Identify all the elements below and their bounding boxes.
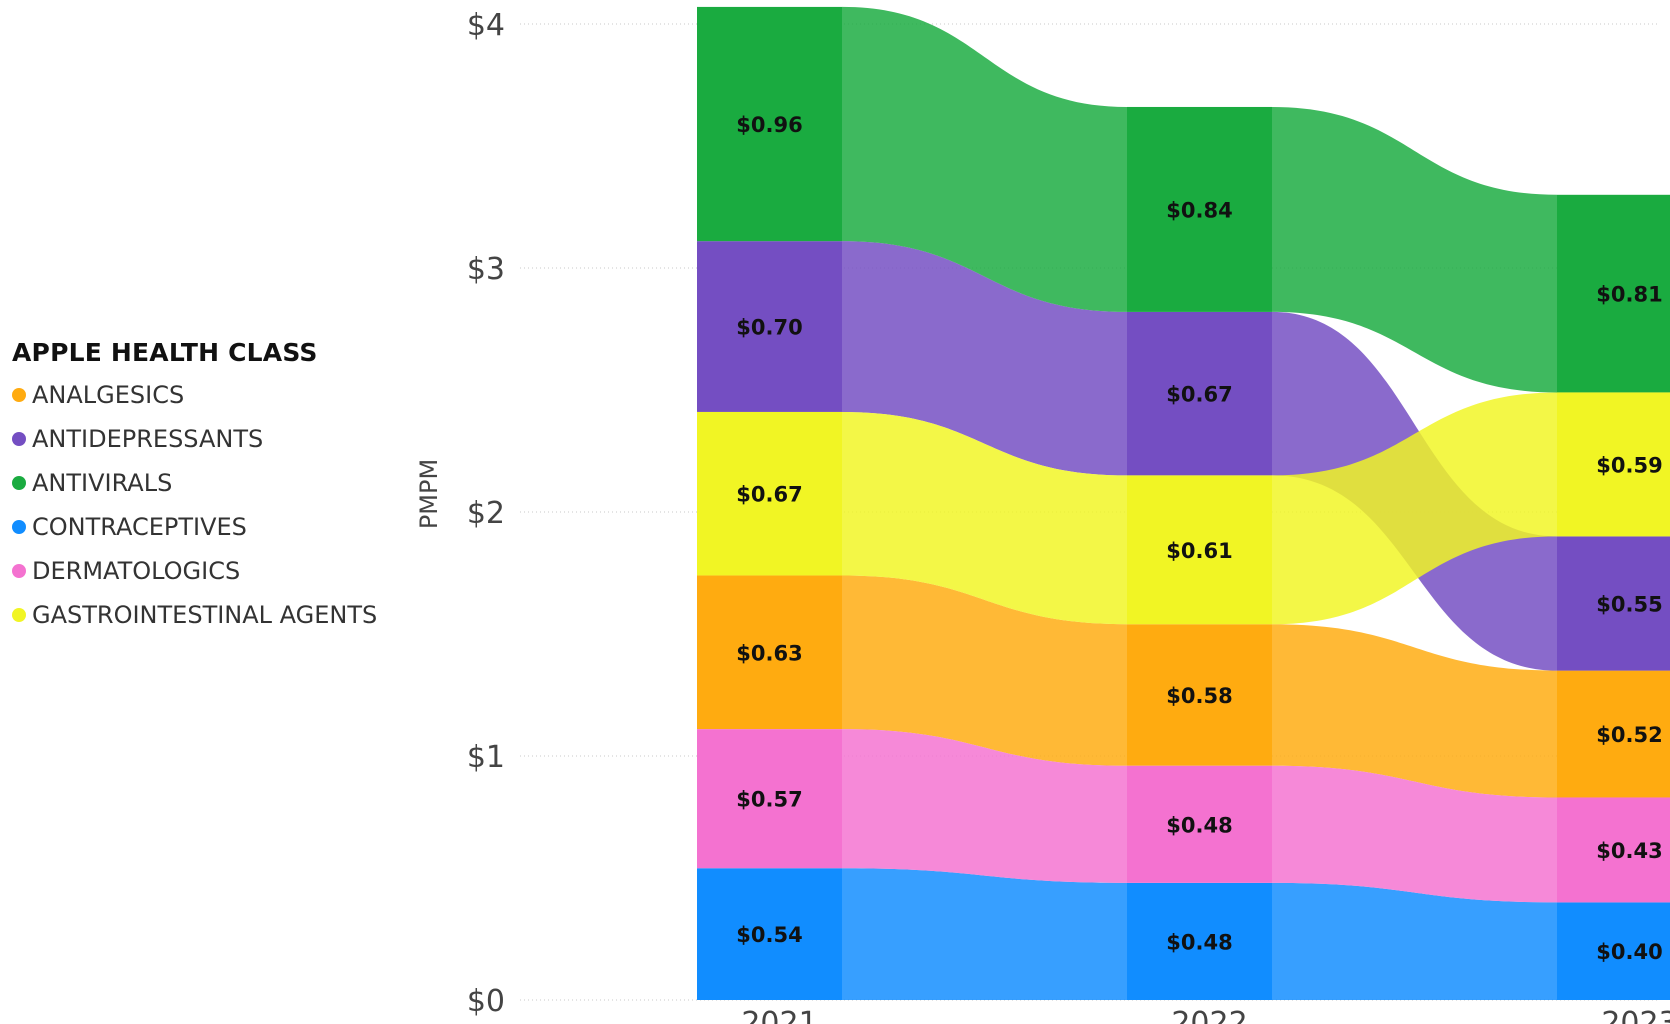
data-labels: $0.63 $0.58 $0.52 $0.70 $0.67 $0.55 $0.96 $0.84…: [736, 113, 1662, 964]
bar-segment-dermatologics[interactable]: [697, 729, 842, 869]
legend-title: APPLE HEALTH CLASS: [12, 338, 318, 367]
legend-marker: [12, 388, 26, 402]
data-label: $0.70: [736, 316, 802, 340]
bars: [697, 6, 1670, 1000]
bar-segment-analgesics[interactable]: [1557, 670, 1670, 798]
y-tick-label: $1: [467, 740, 505, 775]
y-tick-label: $2: [467, 496, 505, 531]
x-tick-label: 2023: [1601, 1006, 1670, 1024]
data-label: $0.52: [1596, 723, 1662, 747]
data-label: $0.48: [1166, 930, 1232, 954]
y-axis-label: PMPM: [415, 459, 443, 529]
bar-segment-antidepressants[interactable]: [1557, 536, 1670, 671]
data-label: $0.61: [1166, 539, 1232, 563]
data-label: $0.58: [1166, 684, 1232, 708]
ribbon-contraceptives[interactable]: [842, 868, 1127, 1000]
bar-segment-gastrointestinal-agents[interactable]: [697, 411, 842, 576]
ribbon-dermatologics[interactable]: [1272, 765, 1557, 903]
data-label: $0.67: [1166, 383, 1232, 407]
ribbons: [842, 6, 1557, 1000]
bar-segment-dermatologics[interactable]: [1557, 797, 1670, 903]
ribbon-antivirals[interactable]: [842, 6, 1127, 312]
data-label: $0.40: [1596, 940, 1662, 964]
legend-marker: [12, 520, 26, 534]
ribbon-antidepressants[interactable]: [842, 241, 1127, 476]
data-label: $0.55: [1596, 593, 1662, 617]
legend-item-antivirals[interactable]: ANTIVIRALS: [12, 461, 377, 505]
bar-segment-analgesics[interactable]: [1127, 624, 1272, 766]
y-tick-label: $3: [467, 252, 505, 287]
data-label: $0.48: [1166, 813, 1232, 837]
x-tick-label: 2021: [741, 1006, 817, 1024]
legend-label: ANTIVIRALS: [32, 469, 173, 497]
legend-item-analgesics[interactable]: ANALGESICS: [12, 373, 377, 417]
legend-label: ANTIDEPRESSANTS: [32, 425, 264, 453]
legend-label: DERMATOLOGICS: [32, 557, 241, 585]
data-label: $0.84: [1166, 198, 1232, 222]
legend-marker: [12, 608, 26, 622]
y-tick-label: $0: [467, 984, 505, 1019]
legend: APPLE HEALTH CLASS ANALGESICS ANTIDEPRESS…: [12, 338, 377, 637]
data-label: $0.63: [736, 641, 802, 665]
bar-segment-contraceptives[interactable]: [1127, 882, 1272, 1000]
legend-marker: [12, 564, 26, 578]
legend-label: ANALGESICS: [32, 381, 185, 409]
bar-segment-gastrointestinal-agents[interactable]: [1127, 475, 1272, 625]
bar-segment-antivirals[interactable]: [697, 6, 842, 242]
legend-item-gastrointestinal-agents[interactable]: GASTROINTESTINAL AGENTS: [12, 593, 377, 637]
legend-marker: [12, 432, 26, 446]
ribbon-gastrointestinal-agents[interactable]: [842, 411, 1127, 625]
legend-label: CONTRACEPTIVES: [32, 513, 247, 541]
bar-segment-dermatologics[interactable]: [1127, 765, 1272, 883]
data-label: $0.43: [1596, 839, 1662, 863]
data-label: $0.67: [736, 483, 802, 507]
data-label: $0.54: [736, 923, 802, 947]
legend-item-dermatologics[interactable]: DERMATOLOGICS: [12, 549, 377, 593]
data-label: $0.81: [1596, 283, 1662, 307]
ribbon-analgesics[interactable]: [842, 575, 1127, 766]
ribbon-antivirals[interactable]: [1272, 106, 1557, 393]
ribbon-contraceptives[interactable]: [1272, 882, 1557, 1000]
bar-segment-antidepressants[interactable]: [697, 241, 842, 412]
legend-label: GASTROINTESTINAL AGENTS: [32, 601, 378, 629]
data-label: $0.57: [736, 788, 802, 812]
bar-segment-analgesics[interactable]: [697, 575, 842, 730]
y-tick-label: $4: [467, 8, 505, 43]
ribbon-analgesics[interactable]: [1272, 624, 1557, 798]
bar-segment-antivirals[interactable]: [1557, 194, 1670, 393]
x-axis: 2021 2022 2023: [741, 1006, 1670, 1024]
bar-segment-antidepressants[interactable]: [1127, 311, 1272, 476]
legend-item-antidepressants[interactable]: ANTIDEPRESSANTS: [12, 417, 377, 461]
ribbon-dermatologics[interactable]: [842, 729, 1127, 883]
data-label: $0.59: [1596, 453, 1662, 477]
bar-segment-gastrointestinal-agents[interactable]: [1557, 392, 1670, 537]
bar-segment-contraceptives[interactable]: [697, 868, 842, 1000]
y-axis: $0 $1 $2 $3 $4: [467, 8, 505, 1019]
data-label: $0.96: [736, 113, 802, 137]
ribbon-gastrointestinal-agents[interactable]: [1272, 392, 1557, 625]
legend-marker: [12, 476, 26, 490]
bar-segment-contraceptives[interactable]: [1557, 902, 1670, 1000]
legend-item-contraceptives[interactable]: CONTRACEPTIVES: [12, 505, 377, 549]
x-tick-label: 2022: [1171, 1006, 1247, 1024]
bar-segment-antivirals[interactable]: [1127, 106, 1272, 312]
